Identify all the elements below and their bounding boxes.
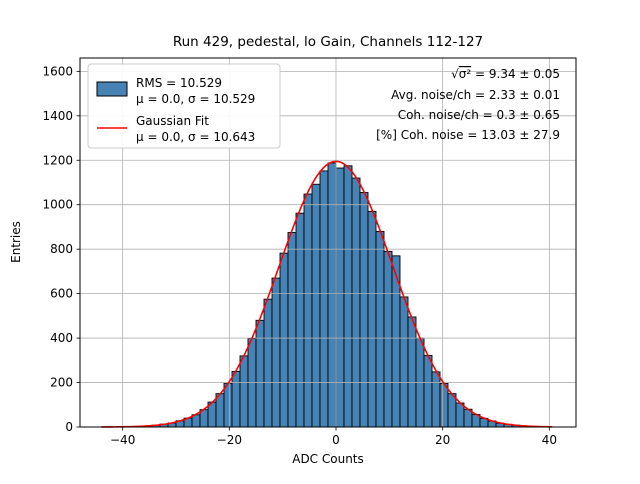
- histogram-bar: [304, 194, 312, 427]
- y-tick-label: 1600: [42, 64, 73, 78]
- histogram-bar: [360, 192, 368, 427]
- histogram-bar: [328, 163, 336, 427]
- y-tick-label: 0: [65, 420, 73, 434]
- stat-pct-coh-noise: [%] Coh. noise = 13.03 ± 27.9: [376, 128, 560, 142]
- histogram-bar: [240, 356, 248, 427]
- histogram-bar: [352, 178, 360, 427]
- histogram-bar: [400, 297, 408, 427]
- y-tick-label: 1400: [42, 109, 73, 123]
- histogram-bar: [200, 410, 208, 427]
- histogram-bar: [272, 278, 280, 427]
- histogram-bar: [368, 211, 376, 427]
- y-tick-label: 400: [50, 331, 73, 345]
- stat-coh-noise: Coh. noise/ch = 0.3 ± 0.65: [398, 108, 560, 122]
- x-tick-label: 0: [332, 433, 340, 447]
- histogram-bar: [408, 317, 416, 427]
- histogram-bar: [264, 299, 272, 427]
- stat-avg-noise: Avg. noise/ch = 2.33 ± 0.01: [391, 88, 560, 102]
- x-tick-label: −20: [217, 433, 242, 447]
- y-axis-label: Entries: [9, 221, 23, 263]
- histogram-bar: [280, 253, 288, 427]
- stats-annotation: √σ² = 9.34 ± 0.05 Avg. noise/ch = 2.33 ±…: [376, 67, 560, 142]
- histogram-bar: [440, 383, 448, 427]
- histogram-bar: [376, 231, 384, 427]
- histogram-bar: [232, 371, 240, 427]
- legend-histogram-swatch: [97, 82, 127, 96]
- histogram-bar: [432, 372, 440, 427]
- histogram-bar: [296, 213, 304, 427]
- x-axis-label: ADC Counts: [292, 452, 364, 466]
- stat-sqrt-sigma2: √σ² = 9.34 ± 0.05: [451, 67, 560, 81]
- legend-fit-params-label: μ = 0.0, σ = 10.643: [136, 130, 255, 144]
- y-tick-label: 200: [50, 376, 73, 390]
- legend-rms-label: RMS = 10.529: [136, 76, 222, 90]
- histogram-bar: [256, 320, 264, 427]
- x-tick-label: 20: [435, 433, 450, 447]
- histogram-bar: [384, 251, 392, 427]
- histogram-bar: [424, 355, 432, 427]
- histogram-bar: [312, 184, 320, 427]
- histogram-bars: [104, 163, 552, 427]
- histogram-bar: [456, 403, 464, 427]
- histogram-bar: [320, 171, 328, 427]
- y-tick-label: 1000: [42, 198, 73, 212]
- x-tick-label: 40: [542, 433, 557, 447]
- histogram-bar: [216, 394, 224, 427]
- legend-hist-params-label: μ = 0.0, σ = 10.529: [136, 92, 255, 106]
- histogram-bar: [448, 394, 456, 427]
- histogram-bar: [336, 168, 344, 427]
- legend-fit-label: Gaussian Fit: [136, 114, 209, 128]
- x-tick-label: −40: [110, 433, 135, 447]
- y-tick-label: 800: [50, 242, 73, 256]
- y-tick-label: 600: [50, 287, 73, 301]
- histogram-bar: [224, 383, 232, 427]
- histogram-bar: [288, 233, 296, 428]
- legend: RMS = 10.529 μ = 0.0, σ = 10.529 Gaussia…: [88, 64, 280, 148]
- y-tick-label: 1200: [42, 153, 73, 167]
- chart-title: Run 429, pedestal, lo Gain, Channels 112…: [173, 34, 483, 50]
